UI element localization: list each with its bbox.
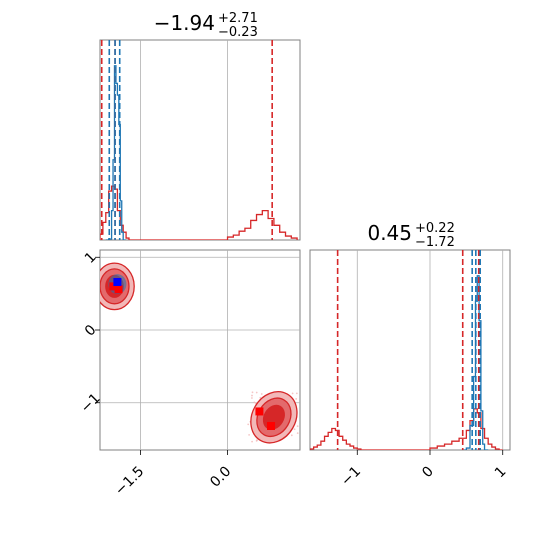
- panel-bottom-left-marks: [100, 262, 299, 444]
- x-tick-label: 0: [419, 464, 437, 482]
- y-tick-label: 1: [82, 249, 100, 267]
- y-tick-label: 0: [82, 322, 100, 340]
- red-histogram: [100, 185, 298, 240]
- panel-top-left-grid: [140, 40, 228, 240]
- title-br-lower: −1.72: [415, 235, 455, 250]
- panel-top-left-marks: [100, 40, 298, 240]
- title-br-main: 0.45: [367, 221, 412, 245]
- panel-bottom-right-title: 0.45 +0.22 −1.72: [367, 221, 454, 250]
- x-tick-label: −1.5: [112, 464, 147, 499]
- sample-point: [251, 440, 253, 443]
- blue-histogram: [462, 275, 489, 450]
- title-tl-main: −1.94: [154, 11, 215, 35]
- sample-point: [259, 396, 262, 399]
- panel-bottom-right-grid: [356, 250, 504, 450]
- x-tick-label: −1: [338, 464, 364, 490]
- panel-bottom-left-grid: [100, 250, 300, 450]
- sample-point: [295, 392, 298, 395]
- red-point-marker: [267, 422, 276, 430]
- red-point-marker: [109, 282, 118, 291]
- title-tl-upper: +2.71: [218, 11, 258, 26]
- sample-point: [247, 423, 250, 426]
- title-tl-lower: −0.23: [218, 25, 258, 40]
- panel-bottom-right-marks: [310, 250, 503, 450]
- sample-point: [293, 428, 296, 431]
- panel-bottom-left: −1.5 0.0−101: [78, 249, 301, 499]
- sample-point: [296, 425, 299, 428]
- sample-point: [291, 392, 294, 395]
- red-histogram: [310, 408, 503, 450]
- blue-histogram: [105, 65, 127, 240]
- title-br-upper: +0.22: [415, 221, 455, 236]
- blue-point-marker: [113, 278, 122, 286]
- x-tick-label: 0.0: [207, 464, 234, 491]
- panel-bottom-right: −1 0 1 0.45 +0.22 −1.72: [309, 221, 511, 490]
- sample-point: [260, 393, 263, 395]
- panel-top-left-frame: [99, 39, 301, 241]
- sample-point: [295, 398, 298, 400]
- sample-point: [251, 391, 254, 394]
- sample-point: [248, 433, 250, 436]
- sample-point: [251, 397, 253, 399]
- sample-point: [255, 439, 258, 442]
- red-point-marker: [114, 285, 123, 294]
- sample-point: [290, 434, 293, 437]
- sample-point: [296, 432, 299, 434]
- panel-top-left-title: −1.94 +2.71 −0.23: [154, 11, 258, 40]
- x-tick-label: 1: [492, 464, 510, 482]
- red-point-marker: [255, 407, 264, 416]
- panel-bottom-right-axes: −1 0 1: [338, 450, 510, 490]
- sample-point: [251, 394, 253, 397]
- sample-point: [255, 391, 258, 394]
- panel-top-left: −1.94 +2.71 −0.23: [99, 11, 301, 241]
- sample-point: [253, 401, 256, 404]
